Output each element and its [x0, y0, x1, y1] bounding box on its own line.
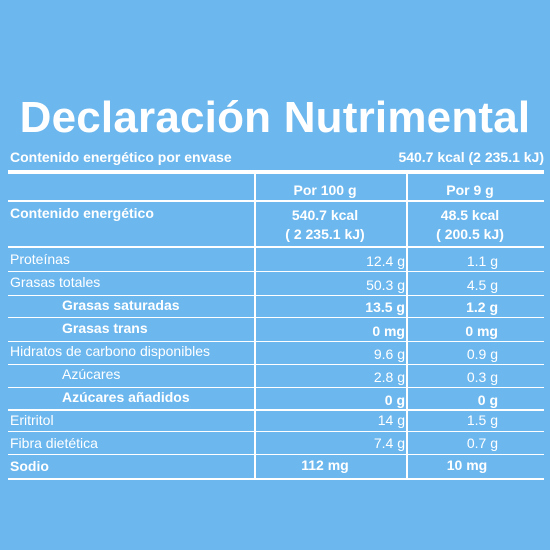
row-per100-azucares: 2.8 g: [373, 369, 405, 385]
row-per9-azucares: 0.3 g: [466, 369, 498, 385]
row-label-fibra: Fibra dietética: [10, 435, 98, 451]
row-label-azucares-anadidos: Azúcares añadidos: [62, 389, 190, 405]
row-divider: [8, 295, 544, 296]
table-bottom-rule: [8, 478, 544, 480]
row-label-eritritol: Eritritol: [10, 412, 54, 428]
row-divider: [8, 431, 544, 432]
energy-per-pack-value: 540.7 kcal (2 235.1 kJ): [398, 149, 544, 165]
row-label-grasas-trans: Grasas trans: [62, 320, 148, 336]
row-per100-fibra: 7.4 g: [373, 435, 405, 451]
energy-per-pack: Contenido energético por envase 540.7 kc…: [10, 148, 544, 166]
row-per9-hidratos: 0.9 g: [466, 346, 498, 362]
row-divider: [8, 317, 544, 318]
row-per9-fibra: 0.7 g: [466, 435, 498, 451]
row-per100-proteinas: 12.4 g: [366, 253, 405, 269]
row-label-azucares: Azúcares: [62, 366, 121, 382]
row-per9-grasas-totales: 4.5 g: [466, 277, 498, 293]
column-header-per-100g: Por 100 g: [293, 182, 357, 198]
row-per9-proteinas: 1.1 g: [466, 253, 498, 269]
row-label-sodio: Sodio: [10, 458, 49, 474]
row-label-grasas-totales: Grasas totales: [10, 274, 101, 290]
table-top-rule: [8, 170, 544, 174]
column-divider-1: [254, 174, 256, 478]
row-label-proteinas: Proteínas: [10, 251, 70, 267]
row-per9-azucares-anadidos: 0 g: [477, 392, 498, 408]
row-divider: [8, 271, 544, 272]
row-per9-eritritol: 1.5 g: [466, 412, 498, 428]
carbs-end-rule: [8, 409, 544, 411]
energy-per100-kj: ( 2 235.1 kJ): [285, 226, 365, 242]
page-title: Declaración Nutrimental: [19, 93, 531, 142]
row-per9-grasas-trans: 0 mg: [465, 323, 498, 339]
column-divider-2: [406, 174, 408, 478]
row-per100-grasas-trans: 0 mg: [372, 323, 405, 339]
row-label-hidratos: Hidratos de carbono disponibles: [10, 343, 211, 359]
row-per9-grasas-saturadas: 1.2 g: [466, 299, 498, 315]
row-per100-grasas-totales: 50.3 g: [366, 277, 405, 293]
header-rule: [8, 200, 544, 202]
energy-per9-kcal: 48.5 kcal: [440, 207, 500, 223]
row-per100-hidratos: 9.6 g: [373, 346, 405, 362]
row-divider: [8, 454, 544, 455]
row-per9-sodio: 10 mg: [446, 457, 488, 473]
row-divider: [8, 341, 544, 342]
column-header-per-serving: Por 9 g: [446, 182, 494, 198]
energy-per9-kj: ( 200.5 kJ): [436, 226, 504, 242]
energy-rule: [8, 246, 544, 248]
row-divider: [8, 387, 544, 388]
row-per100-sodio: 112 mg: [301, 457, 349, 473]
row-per100-grasas-saturadas: 13.5 g: [365, 299, 405, 315]
row-divider: [8, 364, 544, 365]
energy-row-label: Contenido energético: [10, 205, 154, 221]
energy-per-pack-label: Contenido energético por envase: [10, 149, 232, 165]
energy-per100-kcal: 540.7 kcal: [291, 207, 359, 223]
row-label-grasas-saturadas: Grasas saturadas: [62, 297, 180, 313]
row-per100-eritritol: 14 g: [377, 412, 405, 428]
row-per100-azucares-anadidos: 0 g: [384, 392, 405, 408]
